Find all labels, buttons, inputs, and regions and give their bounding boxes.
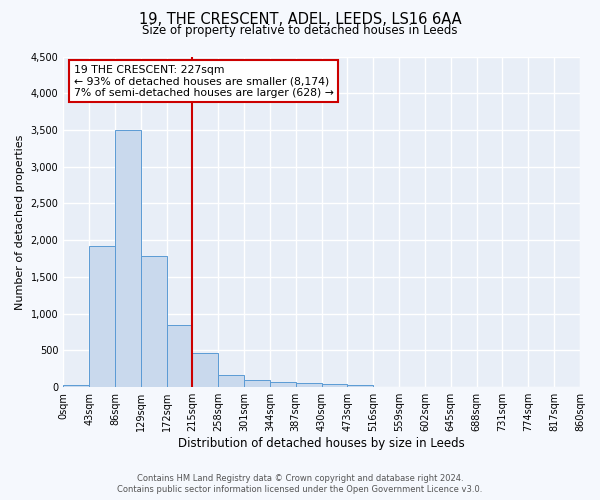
Text: Contains HM Land Registry data © Crown copyright and database right 2024.
Contai: Contains HM Land Registry data © Crown c… <box>118 474 482 494</box>
Bar <box>63 385 89 387</box>
Bar <box>193 354 218 387</box>
X-axis label: Distribution of detached houses by size in Leeds: Distribution of detached houses by size … <box>178 437 465 450</box>
Text: 19, THE CRESCENT, ADEL, LEEDS, LS16 6AA: 19, THE CRESCENT, ADEL, LEEDS, LS16 6AA <box>139 12 461 28</box>
Bar <box>89 246 115 387</box>
Y-axis label: Number of detached properties: Number of detached properties <box>15 134 25 310</box>
Bar <box>296 383 322 387</box>
Bar <box>347 385 373 387</box>
Text: 19 THE CRESCENT: 227sqm
← 93% of detached houses are smaller (8,174)
7% of semi-: 19 THE CRESCENT: 227sqm ← 93% of detache… <box>74 65 334 98</box>
Text: Size of property relative to detached houses in Leeds: Size of property relative to detached ho… <box>142 24 458 37</box>
Bar <box>244 380 270 387</box>
Bar <box>322 384 347 387</box>
Bar <box>218 376 244 387</box>
Bar <box>115 130 141 387</box>
Bar <box>270 382 296 387</box>
Bar <box>141 256 167 387</box>
Bar <box>167 324 193 387</box>
